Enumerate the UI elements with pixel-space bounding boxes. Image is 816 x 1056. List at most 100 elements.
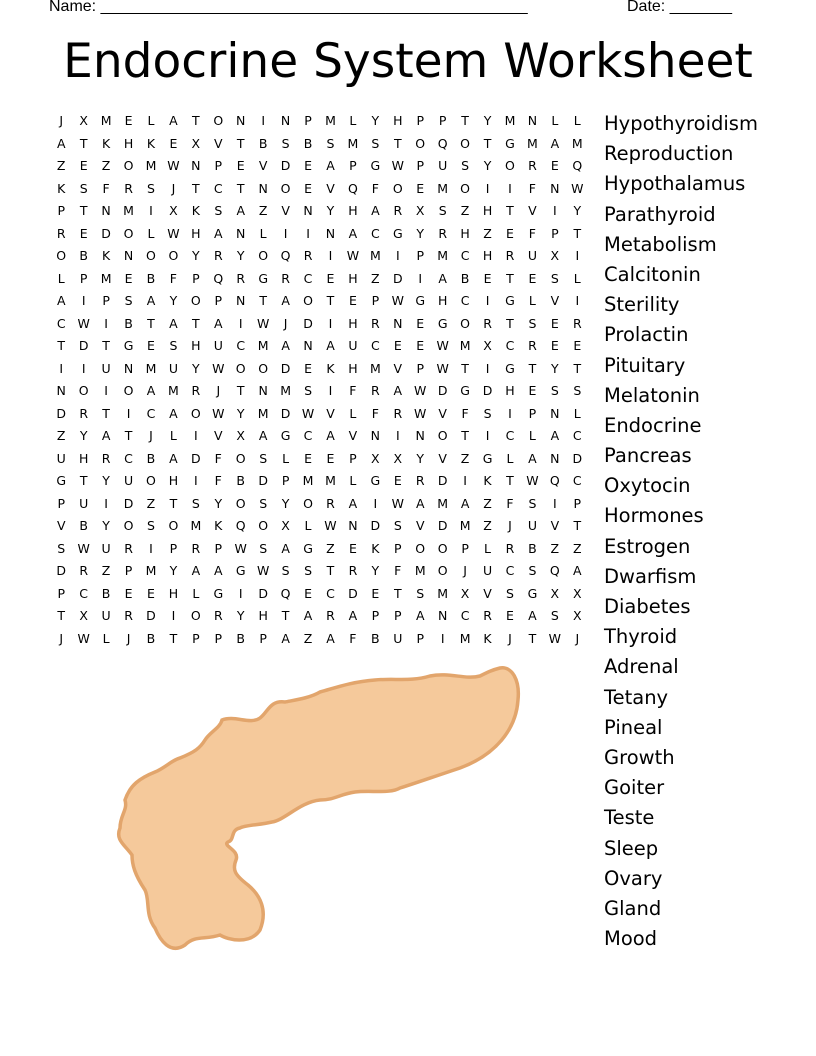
grid-letter: E xyxy=(304,158,312,173)
grid-letter: H xyxy=(191,225,201,241)
grid-letter: P xyxy=(416,158,424,173)
grid-letter: R xyxy=(326,495,335,511)
grid-letter: W xyxy=(414,405,427,421)
grid-letter: P xyxy=(416,113,424,128)
grid-letter: N xyxy=(550,405,560,421)
grid-letter: P xyxy=(102,293,110,308)
grid-letter: U xyxy=(168,360,178,376)
grid-letter: Y xyxy=(416,450,425,466)
grid-letter: P xyxy=(57,495,65,511)
grid-letter: Y xyxy=(169,563,178,578)
grid-letter: F xyxy=(214,473,222,488)
grid-letter: R xyxy=(124,608,133,623)
grid-letter: D xyxy=(348,585,358,601)
grid-letter: M xyxy=(369,360,381,376)
grid-letter: T xyxy=(102,338,110,353)
grid-letter: W xyxy=(212,360,225,376)
grid-letter: A xyxy=(214,225,223,241)
grid-letter: I xyxy=(126,405,131,421)
grid-letter: V xyxy=(214,428,223,443)
word-list-item: Thyroid xyxy=(604,625,678,649)
grid-letter: A xyxy=(326,158,335,173)
grid-letter: S xyxy=(214,203,223,218)
grid-letter: T xyxy=(236,180,245,196)
grid-letter: H xyxy=(482,248,493,263)
grid-letter: E xyxy=(416,180,425,196)
grid-letter: I xyxy=(395,428,400,443)
grid-letter: A xyxy=(169,113,178,128)
grid-letter: O xyxy=(460,180,471,196)
grid-letter: W xyxy=(256,563,270,578)
grid-letter: A xyxy=(460,495,470,511)
grid-letter: C xyxy=(460,248,470,263)
grid-letter: A xyxy=(348,608,358,623)
grid-letter: O xyxy=(168,248,179,263)
grid-letter: T xyxy=(259,293,267,308)
grid-letter: P xyxy=(416,248,424,263)
grid-letter: E xyxy=(304,180,312,196)
grid-letter: A xyxy=(393,383,403,398)
grid-letter: N xyxy=(550,180,560,196)
grid-letter: E xyxy=(304,450,312,466)
grid-letter: T xyxy=(192,315,200,331)
grid-letter: N xyxy=(236,293,246,308)
grid-letter: O xyxy=(213,113,224,128)
grid-letter: P xyxy=(394,608,402,623)
grid-letter: A xyxy=(56,293,66,308)
grid-letter: L xyxy=(349,473,357,488)
grid-letter: U xyxy=(393,630,403,646)
grid-letter: W xyxy=(77,315,90,331)
grid-letter: M xyxy=(437,495,449,511)
word-list-item: Gland xyxy=(604,896,662,920)
grid-letter: Z xyxy=(56,158,66,173)
grid-letter: C xyxy=(460,293,470,308)
grid-letter: L xyxy=(57,270,65,286)
grid-letter: G xyxy=(482,450,493,466)
grid-letter: I xyxy=(171,608,176,623)
grid-letter: E xyxy=(348,293,357,308)
grid-letter: R xyxy=(281,270,290,286)
grid-letter: I xyxy=(508,180,512,196)
grid-letter: I xyxy=(238,315,243,331)
grid-letter: E xyxy=(124,113,133,128)
grid-letter: S xyxy=(326,135,335,151)
grid-letter: U xyxy=(101,608,111,623)
grid-letter: N xyxy=(527,113,538,128)
grid-letter: X xyxy=(572,608,582,623)
grid-letter: N xyxy=(325,225,336,241)
grid-letter: T xyxy=(169,495,178,511)
grid-letter: T xyxy=(461,113,469,128)
grid-letter: W xyxy=(77,540,90,556)
date-field-label: Date: _______ xyxy=(627,0,732,15)
grid-letter: G xyxy=(123,338,134,353)
grid-letter: Q xyxy=(549,563,560,578)
grid-letter: G xyxy=(460,383,470,398)
grid-letter: R xyxy=(393,203,403,218)
grid-letter: T xyxy=(79,473,88,488)
grid-letter: E xyxy=(304,360,312,376)
grid-letter: N xyxy=(370,428,381,443)
grid-letter: A xyxy=(281,338,290,353)
grid-letter: E xyxy=(124,585,133,601)
grid-letter: O xyxy=(190,293,201,308)
grid-letter: R xyxy=(505,248,515,263)
grid-letter: R xyxy=(371,383,380,398)
grid-letter: H xyxy=(168,585,179,601)
grid-letter: D xyxy=(123,495,134,511)
grid-letter: O xyxy=(123,225,134,241)
grid-letter: Q xyxy=(437,135,448,151)
grid-letter: B xyxy=(79,248,88,263)
grid-letter: E xyxy=(416,338,425,353)
grid-letter: A xyxy=(281,540,290,556)
grid-letter: B xyxy=(236,630,245,646)
grid-letter: O xyxy=(280,180,291,196)
grid-letter: E xyxy=(147,338,155,353)
grid-letter: J xyxy=(283,315,288,331)
